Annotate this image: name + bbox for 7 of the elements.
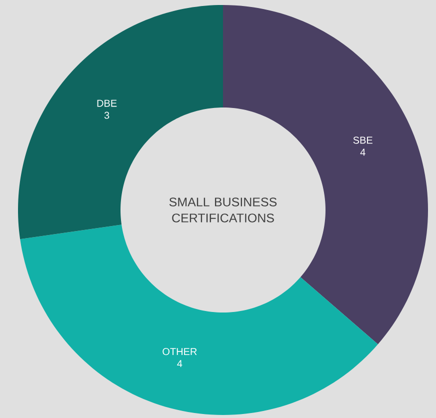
slice-label: OTHER — [162, 348, 197, 356]
data-label: 3 — [104, 112, 110, 119]
slice-label: SBE — [353, 136, 372, 144]
slice-label: DBE — [97, 100, 117, 107]
data-label: 4 — [177, 360, 182, 368]
data-label: 4 — [360, 148, 366, 156]
text: SMALL BUSINESS CERTIFICATIONS — [169, 198, 277, 222]
